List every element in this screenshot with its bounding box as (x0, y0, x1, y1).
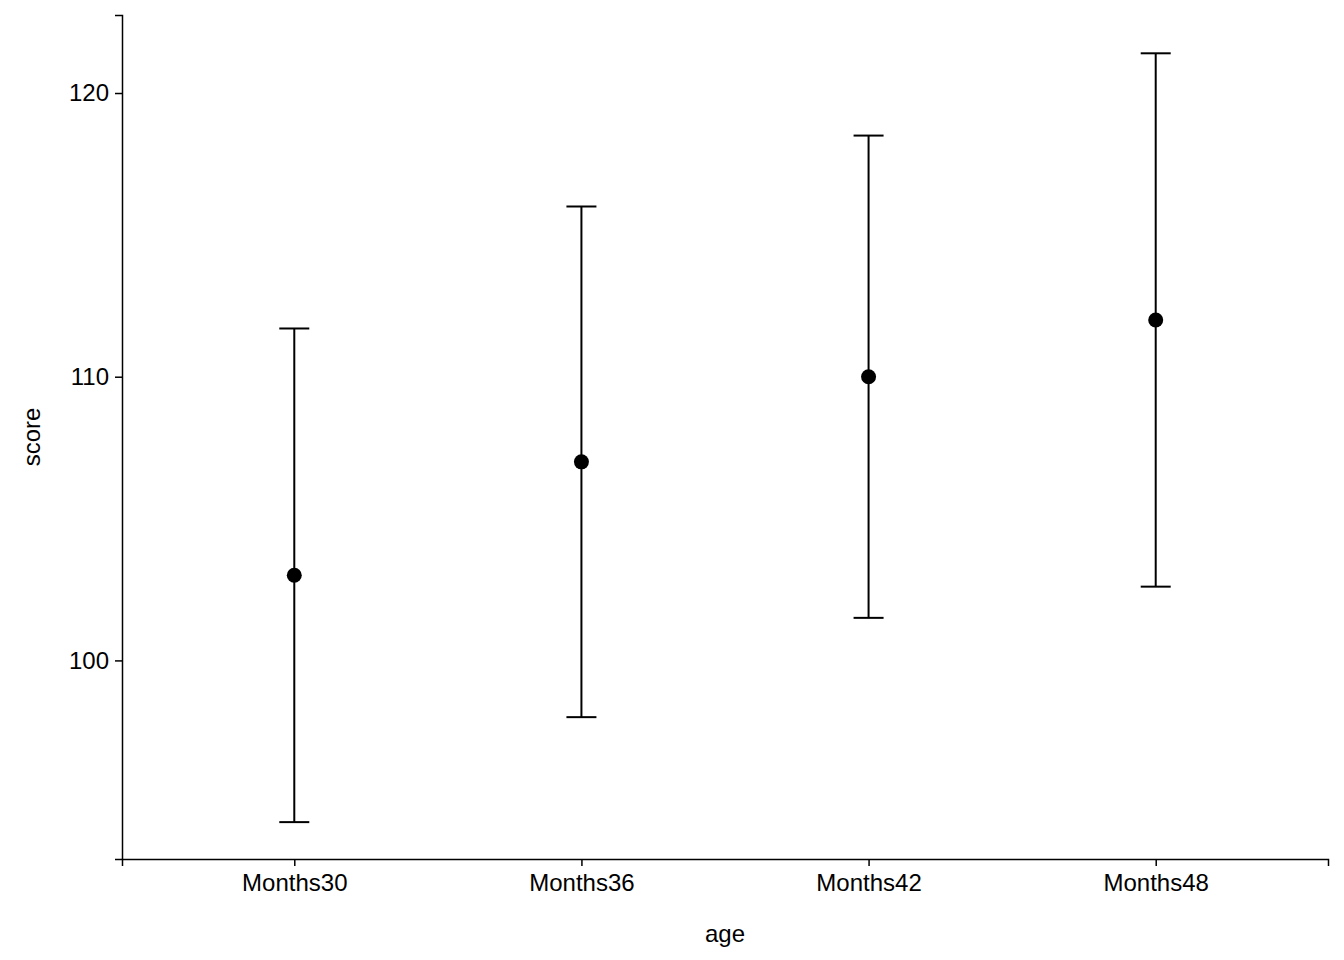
y-axis: 100 110 120 (69, 16, 123, 860)
error-bar-cap (854, 135, 884, 137)
tick-mark (868, 859, 870, 866)
tick-mark (115, 660, 122, 662)
point (1148, 312, 1163, 327)
tick: Months48 (1104, 859, 1209, 896)
tick: Months30 (242, 859, 347, 896)
error-bar (566, 206, 596, 717)
error-bar-cap (279, 821, 309, 823)
chart: 100 110 120 Months30 Months36 Months42 Months4… (0, 0, 1344, 960)
tick-label: 100 (69, 647, 109, 674)
tick-mark (115, 93, 122, 95)
x-axis: Months30 Months36 Months42 Months48 (123, 859, 1329, 896)
error-bar (1141, 53, 1171, 586)
error-bar-cap (566, 716, 596, 718)
axis-line (115, 16, 123, 860)
point (287, 568, 302, 583)
tick-label: Months30 (242, 869, 347, 896)
tick-mark (294, 859, 296, 866)
tick-label: 120 (69, 79, 109, 106)
tick-mark (1155, 859, 1157, 866)
error-bar-cap (854, 617, 884, 619)
point (574, 454, 589, 469)
tick: 120 (69, 79, 122, 106)
tick: 100 (69, 647, 122, 674)
tick-label: Months42 (816, 869, 921, 896)
error-bar-cap (566, 205, 596, 207)
plot: 100 110 120 Months30 Months36 Months42 Months4… (69, 16, 1329, 897)
error-bar (854, 136, 884, 618)
x-axis-title: age (705, 920, 745, 947)
tick-label: 110 (71, 363, 109, 390)
tick: Months36 (529, 859, 634, 896)
tick-mark (581, 859, 583, 866)
axis-line (123, 860, 1329, 867)
tick-label: Months36 (529, 869, 634, 896)
error-bar (279, 328, 309, 822)
tick-label: Months48 (1104, 869, 1209, 896)
tick: Months42 (816, 859, 921, 896)
error-bar-cap (1141, 586, 1171, 588)
point (861, 369, 876, 384)
error-bar-cap (279, 327, 309, 329)
error-bar-cap (1141, 52, 1171, 54)
marks (279, 53, 1170, 822)
y-axis-title: score (18, 408, 45, 467)
tick: 110 (71, 363, 122, 390)
tick-mark (115, 376, 122, 378)
